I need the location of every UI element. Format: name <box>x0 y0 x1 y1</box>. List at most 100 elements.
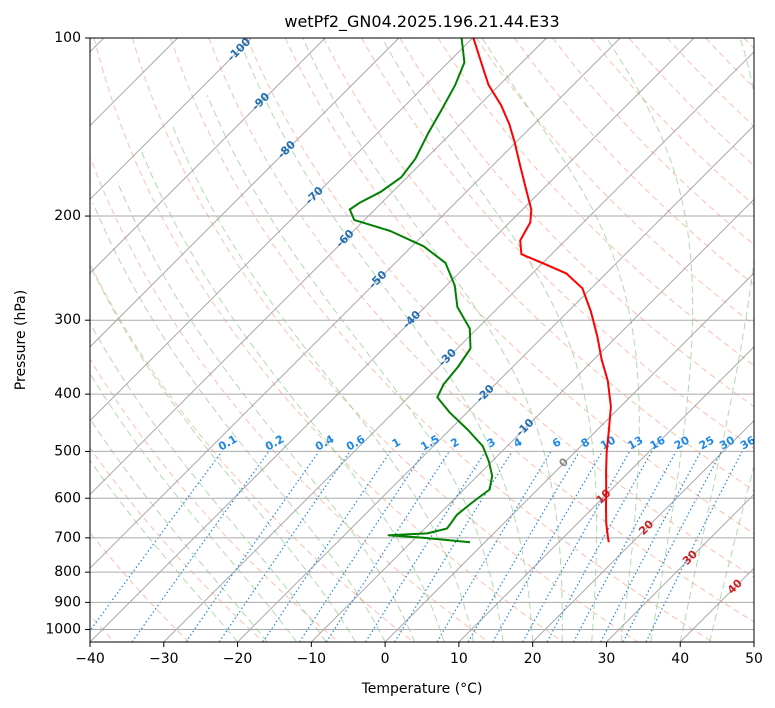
temperature-profile-line <box>472 38 612 543</box>
isotherm-line <box>532 419 754 642</box>
moist-adiabat-line <box>171 124 475 642</box>
mixing-ratio-line <box>90 451 223 632</box>
isotherm-label: -50 <box>366 268 389 291</box>
y-tick-label: 700 <box>54 530 81 546</box>
isotherm-line <box>90 38 326 274</box>
dewpoint-profile-line <box>348 38 494 544</box>
dry-adiabat-line <box>705 38 754 89</box>
moist-adiabat-line <box>206 95 504 642</box>
dry-adiabat-line <box>90 446 265 642</box>
isotherm-line <box>753 641 754 642</box>
moist-adiabat-line <box>679 38 754 642</box>
mixing-ratio-line <box>262 451 392 642</box>
dry-adiabat-line <box>743 38 754 49</box>
mixing-ratio-label: 0.2 <box>263 432 286 453</box>
isotherm-line <box>163 51 754 642</box>
isotherm-line <box>90 38 695 642</box>
dry-adiabat-line <box>475 38 754 326</box>
dry-adiabat-line <box>208 38 754 623</box>
moist-adiabat-line <box>116 181 416 642</box>
y-tick-label: 600 <box>54 490 81 506</box>
isotherm-line <box>384 272 754 642</box>
x-axis-label: Temperature (°C) <box>361 681 483 697</box>
x-tick-label: −30 <box>149 651 179 667</box>
dry-adiabat-line <box>246 38 754 578</box>
dry-adiabat-line <box>628 38 754 167</box>
isotherm-line <box>90 38 252 201</box>
mixing-ratio-line <box>299 451 425 642</box>
mixing-ratio-label: 3 <box>485 435 498 450</box>
x-tick-label: 0 <box>381 651 390 667</box>
mixing-ratio-line <box>522 451 631 642</box>
dry-adiabat-line <box>437 38 754 367</box>
mixing-ratio-label: 36 <box>738 433 758 452</box>
mixing-ratio-line <box>622 451 722 642</box>
isotherm-line <box>237 124 754 642</box>
dry-adiabat-line <box>131 38 639 642</box>
x-tick-label: −10 <box>297 651 327 667</box>
dry-adiabat-line <box>552 38 754 246</box>
mixing-ratio-line <box>645 451 743 642</box>
mixing-ratio-line <box>131 451 270 642</box>
mixing-ratio-line <box>218 451 351 642</box>
mixing-ratio-label: 30 <box>717 433 737 452</box>
isotherm-line <box>606 493 754 642</box>
y-axis-label: Pressure (hPa) <box>13 290 29 390</box>
mixing-ratio-label: 0.1 <box>216 432 239 453</box>
moist-adiabat-line <box>709 464 754 642</box>
isotherm-line <box>90 38 621 569</box>
y-tick-label: 900 <box>54 594 81 610</box>
y-tick-label: 800 <box>54 564 81 580</box>
moist-adiabat-line <box>243 50 534 642</box>
dry-adiabat-line <box>666 38 754 128</box>
pressure-gridlines <box>90 38 754 630</box>
mixing-ratio-label: 0.6 <box>344 432 368 453</box>
dry-adiabat-line <box>90 155 489 642</box>
y-tick-label: 500 <box>54 443 81 459</box>
isotherms <box>90 38 754 642</box>
dry-adiabat-line <box>514 38 754 286</box>
isotherm-label: -90 <box>249 90 272 113</box>
isotherm-label: 30 <box>680 547 700 567</box>
moist-adiabat-line <box>302 38 563 642</box>
x-tick-label: 10 <box>450 651 468 667</box>
mixing-ratio-line <box>185 451 320 642</box>
moist-adiabat-line <box>90 372 298 642</box>
y-axis-ticks: 100 200 300 400 500 600 700 800 900 1000 <box>45 30 90 637</box>
mixing-ratio-label: 20 <box>672 433 692 452</box>
mixing-ratio-label: 2 <box>448 435 461 450</box>
dry-adiabat-line <box>90 358 339 642</box>
mixing-ratio-line <box>572 451 677 642</box>
moist-adiabat-line <box>90 459 238 642</box>
moist-adiabat-line <box>90 264 357 642</box>
isotherm-line <box>458 346 754 642</box>
isotherm-label: -100 <box>225 35 254 64</box>
moist-adiabat-line <box>481 38 640 642</box>
y-tick-label: 200 <box>54 208 81 224</box>
dry-adiabat-line <box>170 38 713 642</box>
x-axis-ticks: −40 −30 −20 −10 0 10 20 30 40 50 <box>75 642 763 667</box>
mixing-ratio-line <box>546 451 653 642</box>
moist-adiabat-line <box>381 38 598 642</box>
mixing-ratio-lines <box>90 451 743 642</box>
x-tick-label: 40 <box>671 651 689 667</box>
x-tick-label: 30 <box>598 651 616 667</box>
sounding-series <box>348 38 612 544</box>
plot-frame <box>89 37 755 643</box>
dry-adiabat-line <box>590 38 754 206</box>
isotherm-line <box>90 38 474 422</box>
mixing-ratio-line <box>394 451 513 642</box>
y-tick-label: 300 <box>54 312 81 328</box>
mixing-ratio-label: 6 <box>550 435 563 450</box>
moist-adiabat-line <box>90 321 327 642</box>
moist-adiabat-line <box>92 202 386 642</box>
isotherm-label: -60 <box>333 227 356 250</box>
x-tick-label: −40 <box>75 651 105 667</box>
x-tick-label: −20 <box>223 651 253 667</box>
moist-adiabat-line <box>90 417 268 642</box>
mixing-ratio-label: 25 <box>697 434 717 453</box>
x-tick-label: 20 <box>524 651 542 667</box>
y-tick-label: 1000 <box>45 621 81 637</box>
isotherm-line <box>90 38 547 496</box>
